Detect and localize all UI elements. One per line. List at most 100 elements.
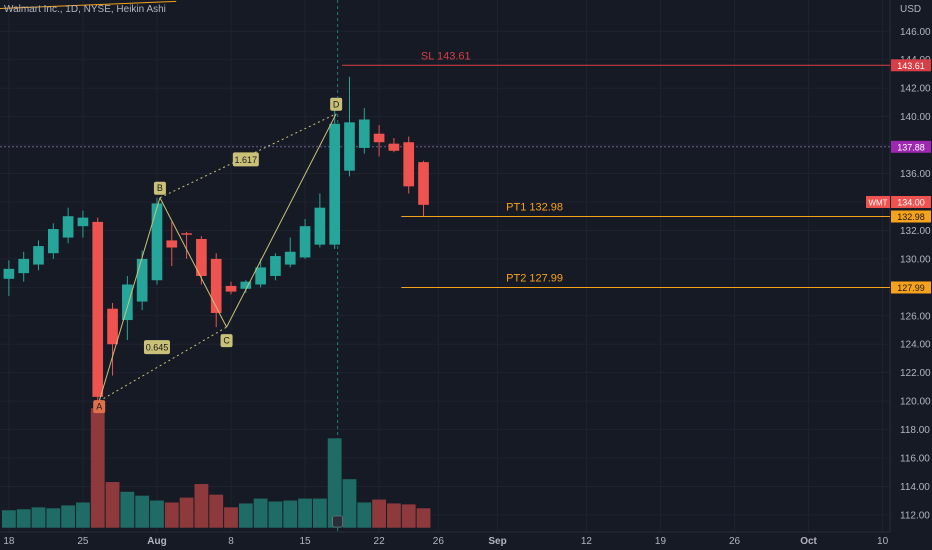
x-tick-label: Sep — [488, 536, 506, 547]
pattern-leg — [226, 113, 337, 328]
volume-bar — [253, 498, 268, 528]
volume-bar — [268, 501, 283, 528]
candle-body — [299, 226, 311, 258]
chart-title: Walmart Inc., 1D, NYSE, Heikin Ashi — [4, 4, 166, 15]
candle-body — [344, 122, 355, 171]
pattern-point-label: A — [96, 402, 102, 412]
candle-body — [181, 233, 192, 235]
candle-body — [18, 258, 30, 274]
x-tick-label: 26 — [433, 536, 445, 547]
candle-body — [122, 284, 133, 321]
candle-body — [270, 256, 281, 276]
volume-bar — [416, 508, 431, 528]
price-tag-pt2 — [891, 281, 931, 294]
volume-bar — [401, 504, 416, 528]
ratio-badge — [232, 152, 259, 167]
candle-body — [388, 143, 400, 151]
x-tick-label: 15 — [299, 536, 311, 547]
volume-bar — [298, 498, 312, 528]
y-tick-label: 132.00 — [900, 226, 931, 237]
candle-body — [225, 285, 237, 292]
candle-body — [418, 162, 429, 205]
candle-body — [210, 258, 222, 313]
volume-bar — [46, 508, 61, 528]
ratio-badge — [143, 340, 170, 355]
volume-bar — [164, 502, 179, 528]
candle-body — [62, 216, 74, 238]
pattern-point-badge — [330, 97, 343, 111]
x-tick-label: 12 — [581, 536, 593, 547]
price-tag-sl — [891, 59, 931, 72]
y-tick-label: 140.00 — [900, 112, 931, 123]
volume-bar — [327, 438, 342, 528]
volume-bar — [357, 502, 372, 528]
volume-bar — [105, 482, 120, 528]
y-tick-label: 118.00 — [900, 425, 930, 436]
price-tag-pt1 — [891, 210, 931, 223]
y-tick-label: 146.00 — [900, 27, 931, 38]
level-label-sl: SL 143.61 — [421, 50, 471, 62]
volume-bar — [1, 510, 16, 528]
volume-bar — [16, 509, 31, 528]
pattern-point-badge — [153, 181, 166, 195]
x-tick-label: 25 — [77, 536, 89, 547]
pattern-point-badge — [220, 334, 233, 348]
x-tick-label: Aug — [147, 536, 166, 547]
pattern-point-badge — [93, 400, 106, 414]
y-tick-label: 112.00 — [900, 510, 930, 521]
trend-line — [0, 0, 177, 10]
candle-body — [358, 119, 370, 148]
candle-body — [33, 246, 44, 265]
volume-bar — [312, 498, 327, 528]
price-tag-text: 127.99 — [897, 283, 925, 293]
candle-body — [136, 258, 148, 302]
candle-body — [92, 221, 104, 397]
volume-bar — [76, 502, 90, 528]
y-tick-label: 114.00 — [900, 482, 930, 493]
volume-bar — [372, 499, 387, 528]
y-tick-label: 122.00 — [900, 368, 931, 379]
candle-body — [314, 207, 326, 245]
x-tick-label: 19 — [655, 536, 667, 547]
pattern-leg — [98, 197, 161, 402]
y-tick-label: 120.00 — [900, 397, 931, 408]
y-tick-label: 142.00 — [900, 84, 931, 95]
volume-bar — [238, 503, 253, 528]
price-tag-text: 143.61 — [897, 61, 925, 71]
symbol-tag-text: WMT — [868, 198, 887, 207]
price-tag — [891, 140, 931, 153]
x-tick-label: Oct — [800, 536, 817, 547]
candle-body — [284, 251, 296, 265]
price-tag-text: 134.00 — [897, 197, 925, 207]
candle-body — [240, 281, 252, 289]
candle-body — [107, 308, 118, 345]
candle-body — [329, 123, 341, 245]
y-tick-label: 116.00 — [900, 454, 930, 465]
candle-body — [373, 133, 385, 143]
level-label-pt2: PT2 127.99 — [506, 272, 563, 284]
volume-bar — [224, 507, 238, 528]
candle-body — [166, 240, 178, 248]
volume-bar — [90, 408, 105, 528]
volume-bar — [194, 484, 209, 528]
volume-bar — [31, 507, 46, 528]
symbol-tag — [866, 195, 890, 208]
x-tick-label: 22 — [374, 536, 386, 547]
price-tag — [891, 195, 931, 208]
volume-bar — [61, 505, 76, 528]
pattern-point-label: C — [223, 336, 230, 346]
pattern-leg — [159, 197, 228, 328]
level-label-pt1: PT1 132.98 — [506, 201, 563, 213]
y-tick-label: 124.00 — [900, 340, 931, 351]
x-tick-label: 10 — [877, 536, 889, 547]
y-tick-label: 136.00 — [900, 169, 931, 180]
candle-body — [403, 142, 415, 187]
volume-bar — [387, 503, 401, 528]
candle-body — [196, 238, 207, 276]
candle-body — [3, 268, 15, 279]
pattern-point-label: D — [333, 99, 340, 109]
candle-body — [77, 217, 89, 227]
y-tick-label: 126.00 — [900, 311, 931, 322]
volume-bar — [283, 500, 298, 528]
